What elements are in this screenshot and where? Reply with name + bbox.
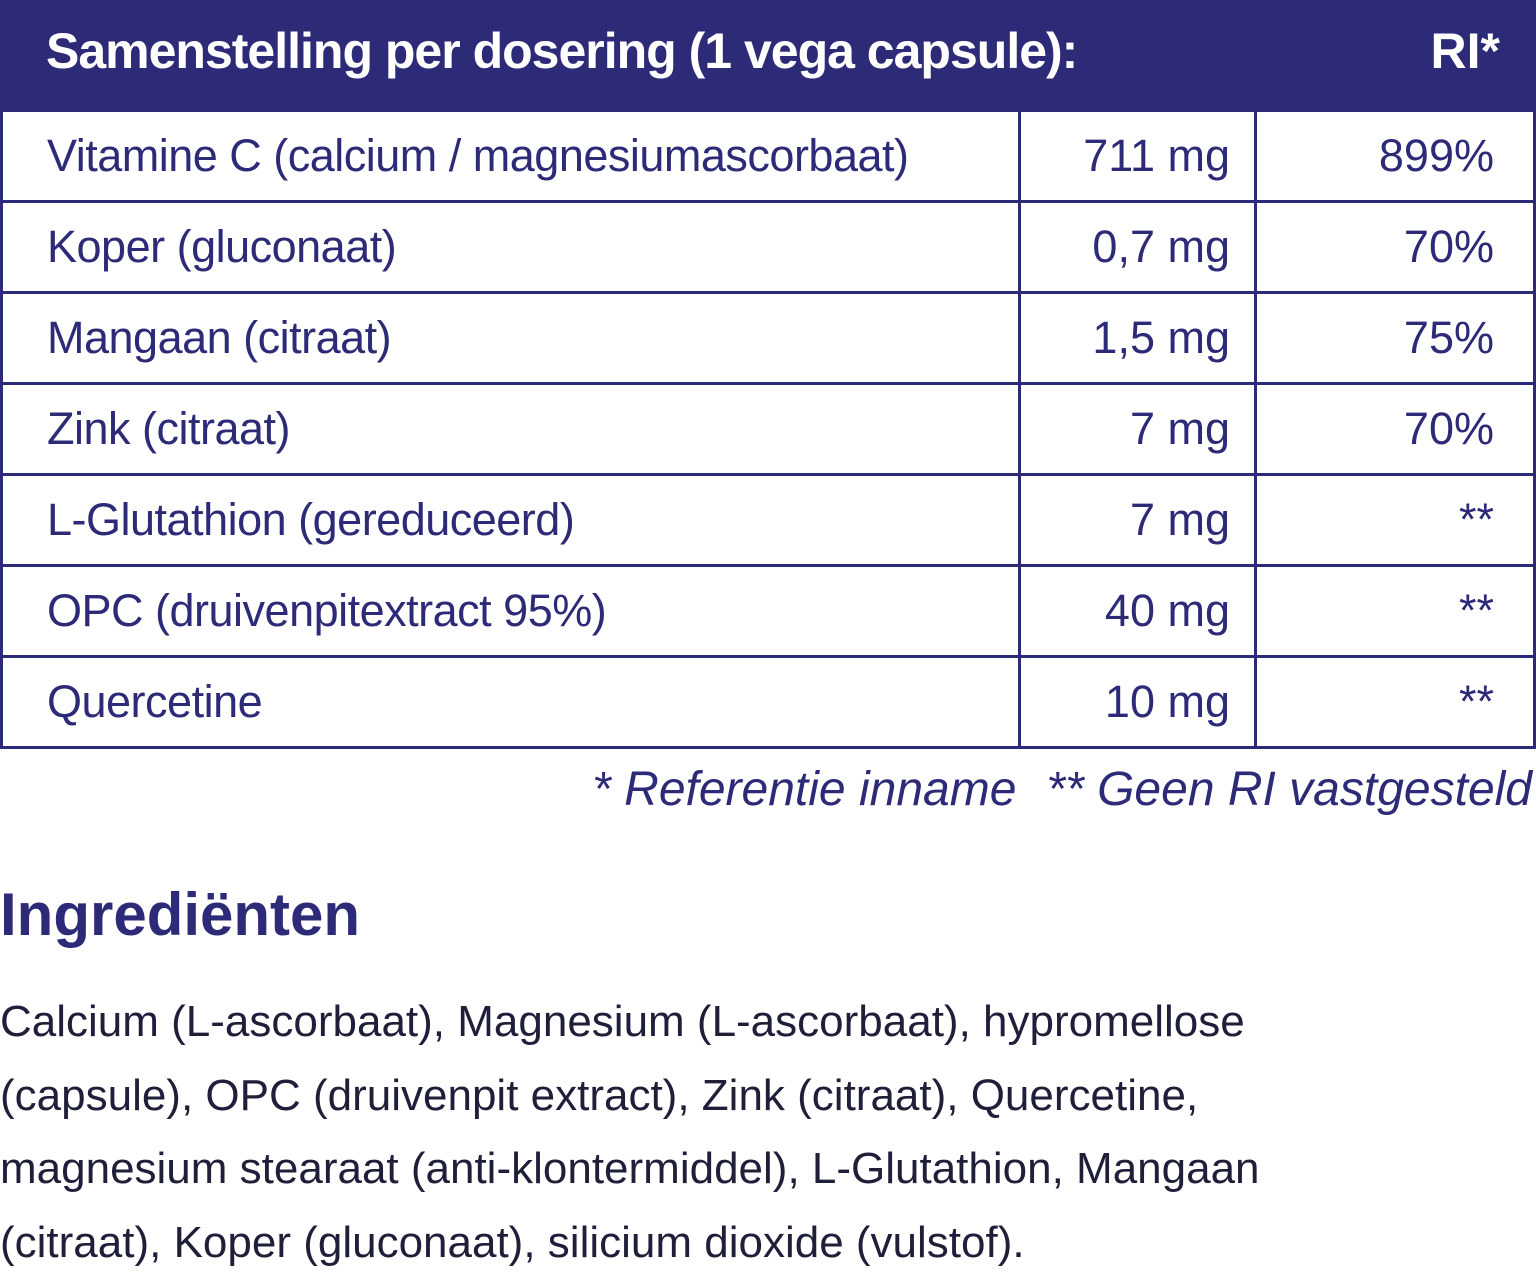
ri-percent: ** [1254,476,1536,564]
footnote: * Referentie inname [592,763,1016,816]
amount: 0,7 mg [1018,203,1254,291]
nutrient-name: Zink (citraat) [3,385,1018,473]
amount: 7 mg [1018,476,1254,564]
nutrient-name: L-Glutathion (gereduceerd) [3,476,1018,564]
nutrient-name: Quercetine [3,658,1018,746]
amount: 40 mg [1018,567,1254,655]
footnotes: * Referentie inname ** Geen RI vastgestel… [592,762,1532,817]
amount: 10 mg [1018,658,1254,746]
ingredients-title: Ingrediënten [0,880,360,949]
header-title: Samenstelling per dosering (1 vega capsu… [46,22,1077,80]
table-row: L-Glutathion (gereduceerd)7 mg** [0,476,1536,567]
ri-percent: 70% [1254,385,1536,473]
table-row: Vitamine C (calcium / magnesiumascorbaat… [0,112,1536,203]
table-row: OPC (druivenpitextract 95%)40 mg** [0,567,1536,658]
ri-percent: ** [1254,658,1536,746]
table-header: Samenstelling per dosering (1 vega capsu… [0,0,1536,112]
nutrient-name: Mangaan (citraat) [3,294,1018,382]
footnote: ** Geen RI vastgesteld [1046,763,1532,816]
amount: 1,5 mg [1018,294,1254,382]
ingredients-text: Calcium (L-ascorbaat), Magnesium (L-asco… [0,985,1260,1279]
nutrient-name: Vitamine C (calcium / magnesiumascorbaat… [3,112,1018,200]
nutrient-name: OPC (druivenpitextract 95%) [3,567,1018,655]
nutrient-name: Koper (gluconaat) [3,203,1018,291]
amount: 711 mg [1018,112,1254,200]
amount: 7 mg [1018,385,1254,473]
ingredients-line: (citraat), Koper (gluconaat), silicium d… [0,1206,1260,1279]
ri-percent: 75% [1254,294,1536,382]
ingredients-line: Calcium (L-ascorbaat), Magnesium (L-asco… [0,985,1260,1059]
header-ri: RI* [1431,22,1500,80]
ingredients-line: magnesium stearaat (anti-klontermiddel),… [0,1132,1260,1206]
ri-percent: 899% [1254,112,1536,200]
ingredients-line: (capsule), OPC (druivenpit extract), Zin… [0,1059,1260,1133]
ri-percent: ** [1254,567,1536,655]
ri-percent: 70% [1254,203,1536,291]
